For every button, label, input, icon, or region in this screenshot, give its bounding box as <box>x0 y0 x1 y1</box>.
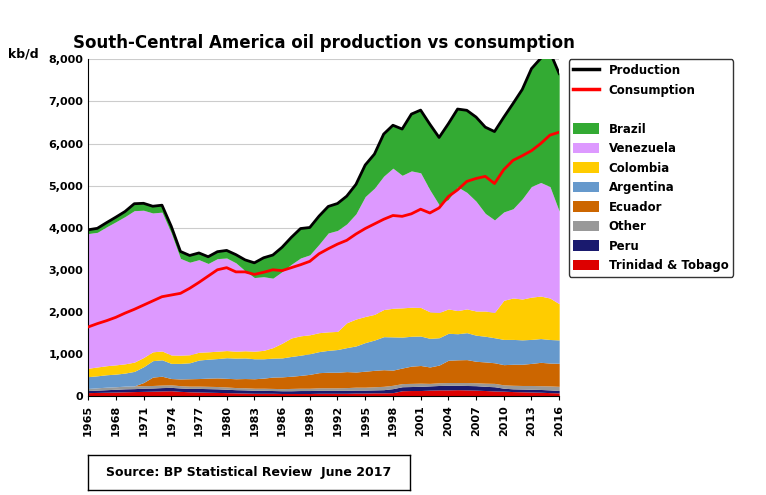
Text: kb/d: kb/d <box>8 47 38 60</box>
Legend: Production, Consumption, , Brazil, Venezuela, Colombia, Argentina, Ecuador, Othe: Production, Consumption, , Brazil, Venez… <box>568 59 733 277</box>
Title: South-Central America oil production vs consumption: South-Central America oil production vs … <box>73 34 574 52</box>
Text: Source: BP Statistical Review  June 2017: Source: BP Statistical Review June 2017 <box>106 466 391 479</box>
